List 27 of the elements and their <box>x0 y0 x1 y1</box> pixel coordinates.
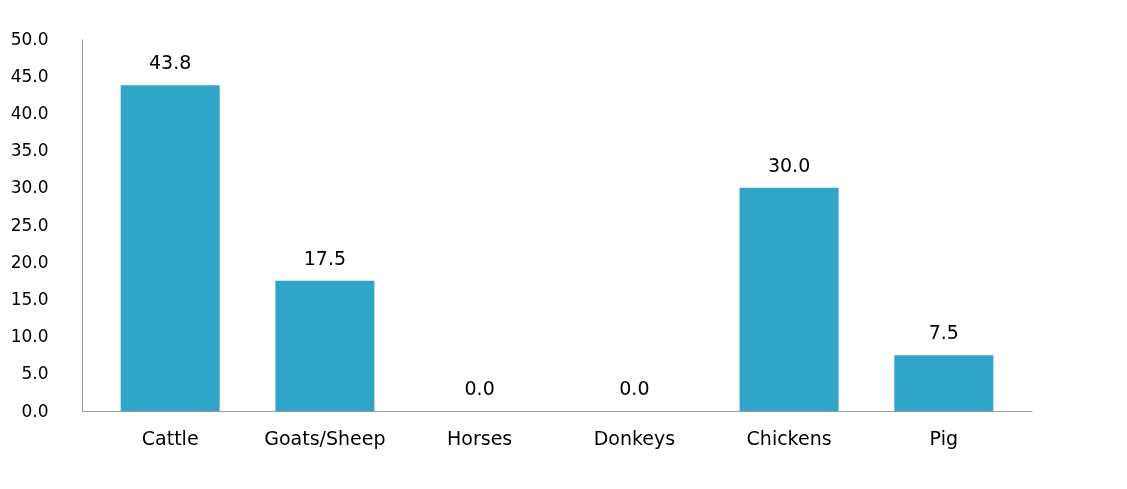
data-label: 30.0 <box>767 153 811 176</box>
y-tick-label: 25.0 <box>10 214 49 235</box>
data-label: 7.5 <box>928 321 959 344</box>
data-label: 0.0 <box>619 377 650 399</box>
y-tick-label: 35.0 <box>10 140 49 161</box>
x-tick-label: Cattle <box>141 426 199 449</box>
bar <box>275 280 375 411</box>
y-tick-label: 40.0 <box>10 102 49 123</box>
data-label: 0.0 <box>464 377 495 399</box>
y-tick-label: 45.0 <box>10 65 49 86</box>
y-tick-label: 10.0 <box>10 326 49 347</box>
data-label: 43.8 <box>149 51 192 74</box>
data-label: 17.5 <box>303 246 347 269</box>
y-tick-label: 50.0 <box>10 28 49 49</box>
y-tick-label: 20.0 <box>10 251 49 272</box>
y-tick-label: 15.0 <box>10 288 49 309</box>
y-tick-label: 5.0 <box>21 363 49 384</box>
bar <box>739 187 839 411</box>
x-tick-label: Donkeys <box>593 426 676 449</box>
x-tick-label: Goats/Sheep <box>264 426 386 449</box>
x-tick-label: Chickens <box>746 426 832 449</box>
bar <box>120 85 220 411</box>
x-tick-label: Pig <box>929 426 958 449</box>
x-tick-label: Horses <box>447 426 513 449</box>
bar <box>894 355 994 411</box>
y-tick-label: 30.0 <box>10 177 49 198</box>
y-tick-label: 0.0 <box>21 400 49 421</box>
